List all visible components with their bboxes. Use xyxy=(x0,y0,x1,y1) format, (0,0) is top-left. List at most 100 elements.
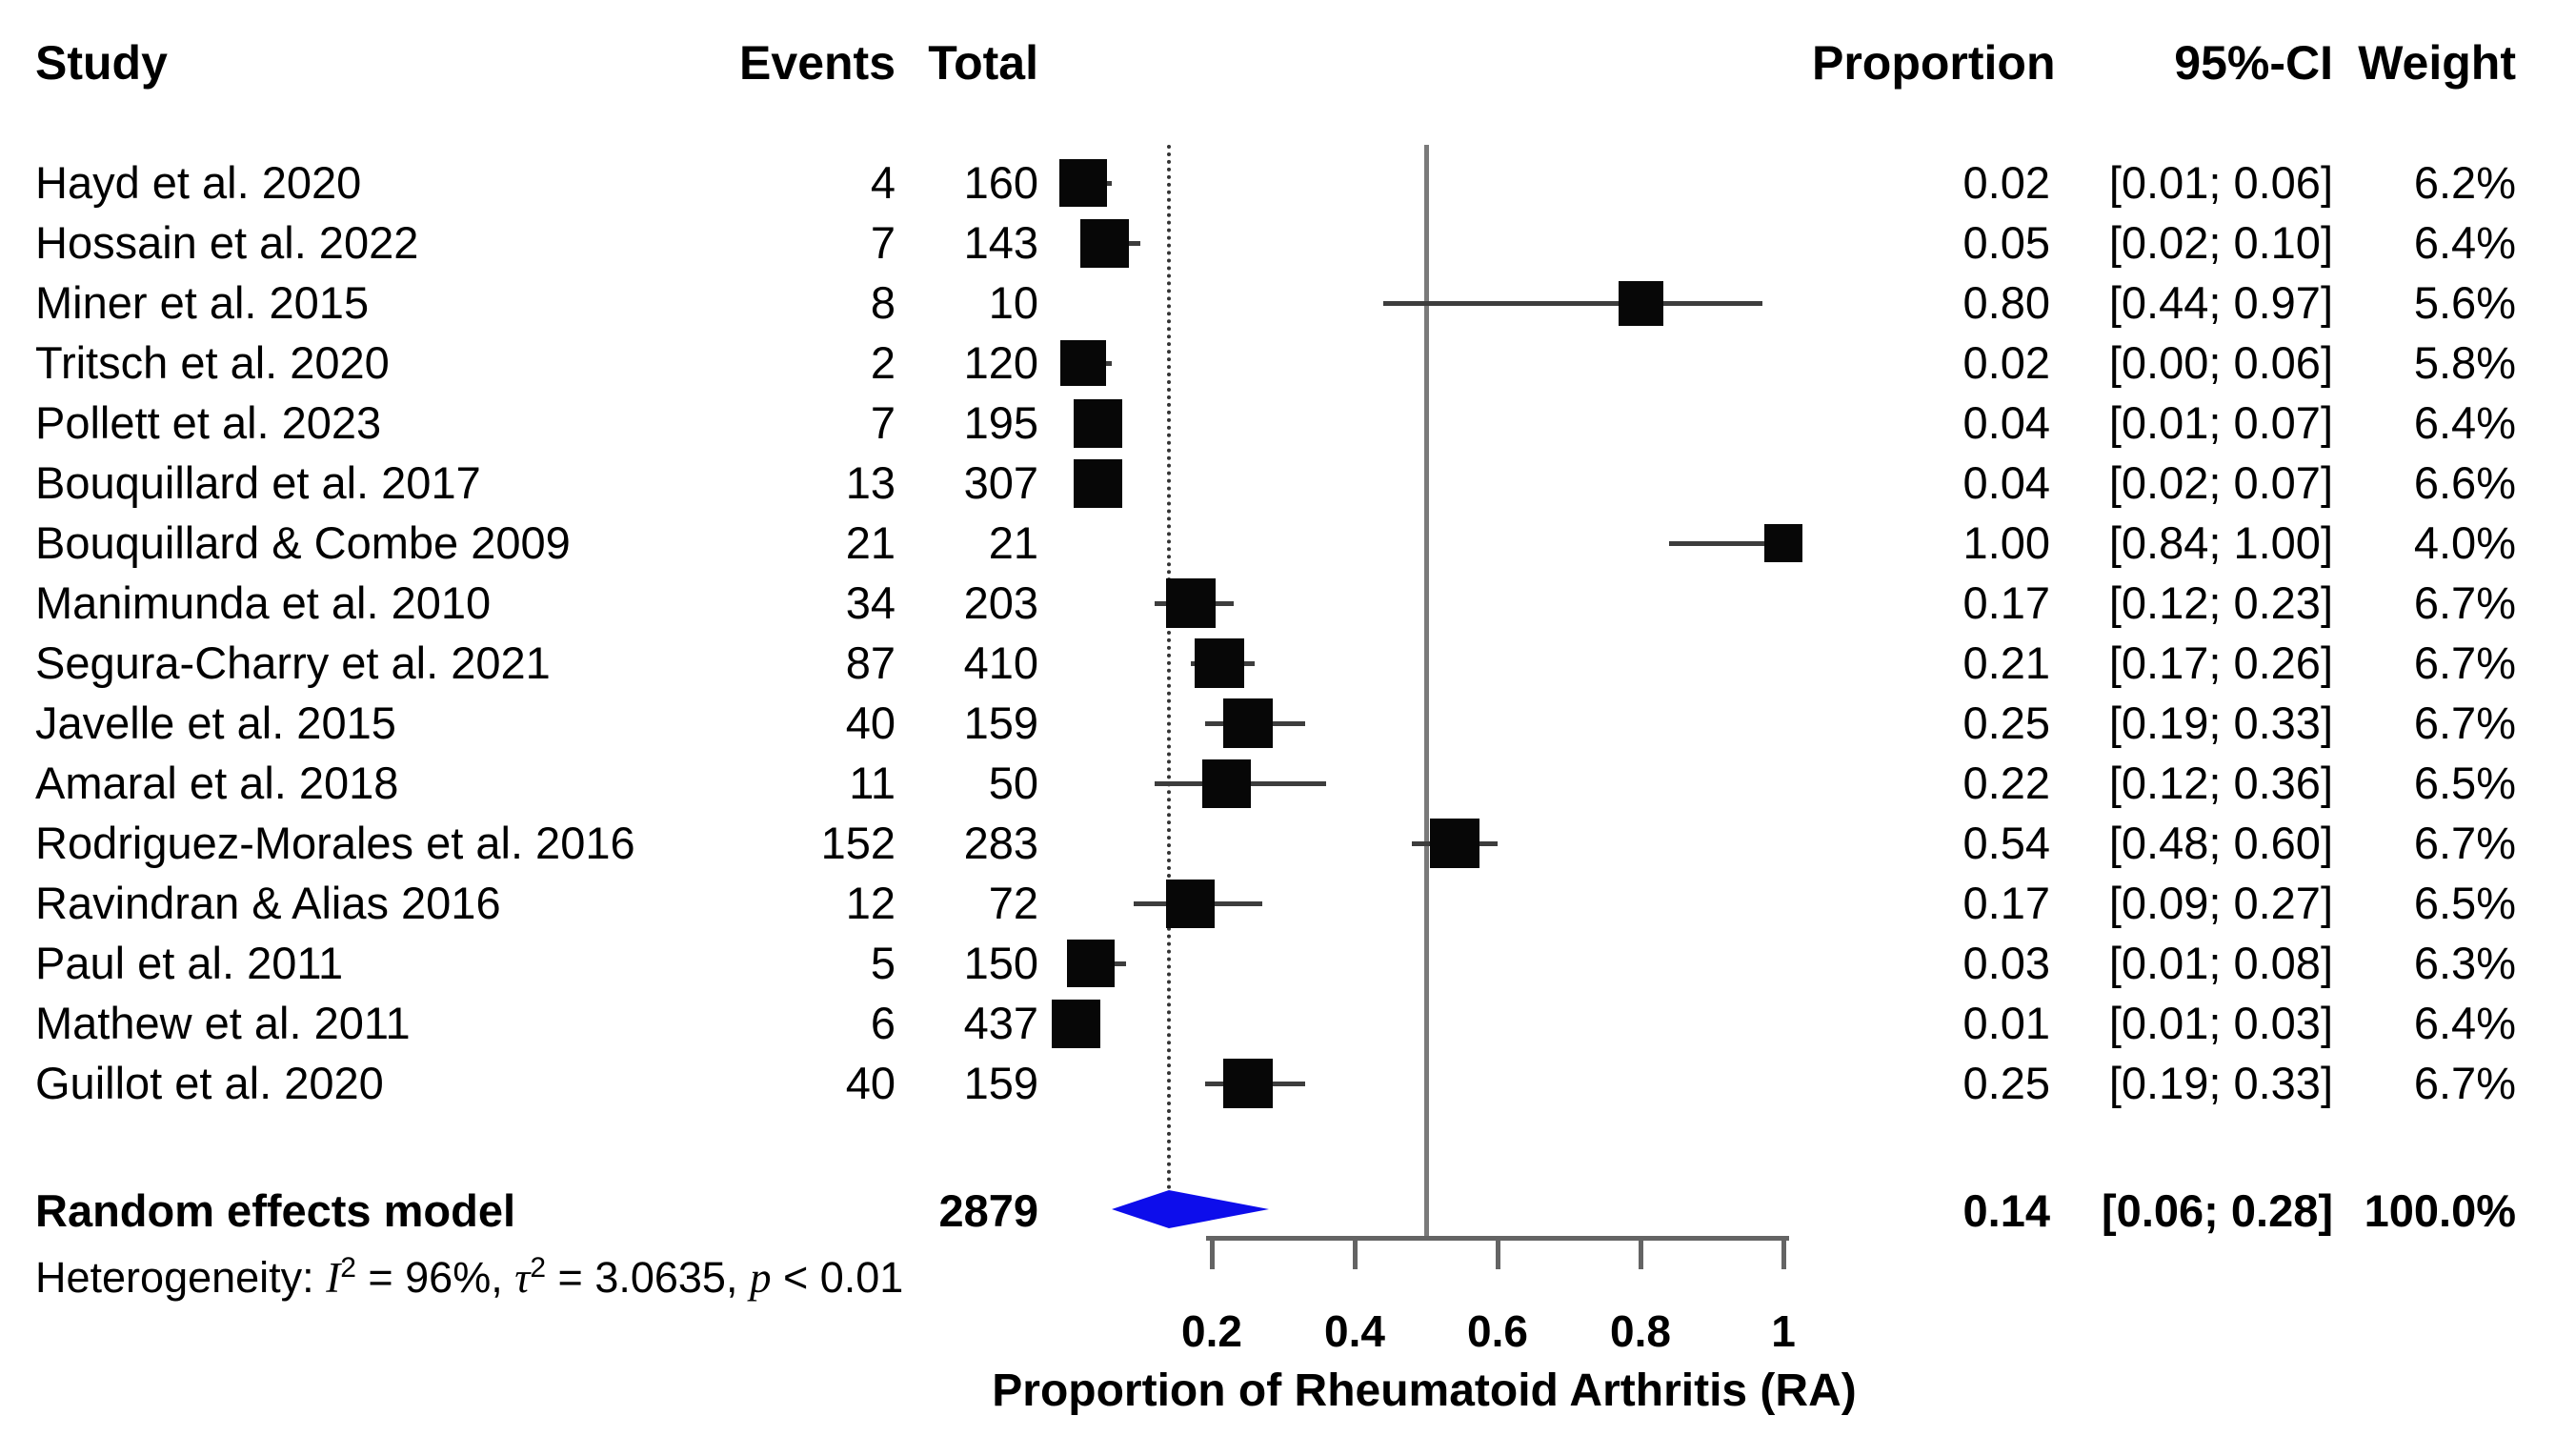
study-ci: [0.19; 0.33] xyxy=(2108,1058,2333,1108)
heterogeneity-segment: < 0.01 xyxy=(771,1253,904,1302)
study-weight: 6.4% xyxy=(2413,217,2516,268)
reference-line xyxy=(1424,145,1429,1241)
x-axis-tick-label: 0.4 xyxy=(1324,1306,1385,1356)
study-square xyxy=(1764,524,1802,562)
study-events: 40 xyxy=(845,1058,896,1108)
summary-weight: 100.0% xyxy=(2364,1185,2516,1236)
column-header-events: Events xyxy=(739,36,896,90)
x-axis-tick-label: 1 xyxy=(1771,1306,1796,1356)
study-square xyxy=(1059,159,1107,207)
study-proportion: 0.03 xyxy=(1962,938,2050,988)
study-name: Mathew et al. 2011 xyxy=(35,998,411,1048)
study-total: 160 xyxy=(963,157,1038,208)
x-axis-tick xyxy=(1496,1236,1500,1269)
study-total: 21 xyxy=(988,517,1038,568)
study-weight: 6.4% xyxy=(2413,397,2516,448)
column-header-ci: 95%-CI xyxy=(2174,36,2333,90)
study-square xyxy=(1066,940,1115,987)
study-proportion: 0.54 xyxy=(1962,818,2050,868)
study-ci: [0.48; 0.60] xyxy=(2108,818,2333,868)
study-weight: 6.7% xyxy=(2413,818,2516,868)
study-name: Bouquillard et al. 2017 xyxy=(35,457,481,508)
x-axis-tick xyxy=(1639,1236,1643,1269)
study-events: 8 xyxy=(870,277,896,328)
study-total: 437 xyxy=(963,998,1038,1048)
x-axis-tick xyxy=(1210,1236,1215,1269)
x-axis-tick xyxy=(1781,1236,1786,1269)
summary-label: Random effects model xyxy=(35,1185,516,1236)
study-ci: [0.00; 0.06] xyxy=(2108,337,2333,388)
study-ci: [0.01; 0.06] xyxy=(2108,157,2333,208)
column-header-proportion: Proportion xyxy=(1812,36,2056,90)
ci-line xyxy=(1383,301,1762,306)
study-proportion: 0.21 xyxy=(1962,637,2050,688)
study-square xyxy=(1618,280,1663,326)
study-weight: 6.7% xyxy=(2413,637,2516,688)
study-total: 10 xyxy=(988,277,1038,328)
study-events: 87 xyxy=(845,637,896,688)
study-weight: 6.7% xyxy=(2413,1058,2516,1108)
study-proportion: 0.22 xyxy=(1962,758,2050,808)
study-square xyxy=(1073,398,1122,448)
study-events: 7 xyxy=(870,217,896,268)
study-total: 410 xyxy=(963,637,1038,688)
study-square xyxy=(1222,1059,1273,1108)
study-total: 120 xyxy=(963,337,1038,388)
study-weight: 4.0% xyxy=(2413,517,2516,568)
study-ci: [0.01; 0.07] xyxy=(2108,397,2333,448)
study-weight: 6.2% xyxy=(2413,157,2516,208)
study-events: 5 xyxy=(870,938,896,988)
study-ci: [0.01; 0.08] xyxy=(2108,938,2333,988)
study-weight: 6.7% xyxy=(2413,577,2516,628)
study-ci: [0.02; 0.07] xyxy=(2108,457,2333,508)
study-total: 143 xyxy=(963,217,1038,268)
study-square xyxy=(1165,578,1216,628)
study-proportion: 0.25 xyxy=(1962,1058,2050,1108)
ci-line xyxy=(1669,541,1783,546)
study-ci: [0.02; 0.10] xyxy=(2108,217,2333,268)
study-proportion: 0.25 xyxy=(1962,698,2050,748)
study-total: 203 xyxy=(963,577,1038,628)
study-total: 159 xyxy=(963,698,1038,748)
study-square xyxy=(1222,698,1273,748)
study-events: 7 xyxy=(870,397,896,448)
heterogeneity-segment: = 96%, xyxy=(355,1253,515,1302)
study-square xyxy=(1201,758,1251,808)
study-proportion: 0.04 xyxy=(1962,397,2050,448)
study-proportion: 1.00 xyxy=(1962,517,2050,568)
study-name: Hossain et al. 2022 xyxy=(35,217,419,268)
study-proportion: 0.80 xyxy=(1962,277,2050,328)
study-weight: 6.6% xyxy=(2413,457,2516,508)
study-events: 12 xyxy=(845,878,896,928)
x-axis-tick xyxy=(1353,1236,1358,1269)
study-events: 11 xyxy=(849,758,896,808)
x-axis-tick-label: 0.8 xyxy=(1610,1306,1671,1356)
heterogeneity-segment: = 3.0635, xyxy=(546,1253,750,1302)
heterogeneity-segment: 2 xyxy=(530,1252,547,1284)
summary-ci: [0.06; 0.28] xyxy=(2102,1185,2333,1236)
study-name: Bouquillard & Combe 2009 xyxy=(35,517,571,568)
heterogeneity-note: Heterogeneity: I2 = 96%, τ2 = 3.0635, p … xyxy=(35,1244,903,1311)
study-name: Miner et al. 2015 xyxy=(35,277,370,328)
study-name: Guillot et al. 2020 xyxy=(35,1058,384,1108)
pooled-estimate-dotted-line xyxy=(1167,145,1171,1190)
study-proportion: 0.04 xyxy=(1962,457,2050,508)
study-name: Javelle et al. 2015 xyxy=(35,698,396,748)
study-weight: 5.6% xyxy=(2413,277,2516,328)
study-name: Ravindran & Alias 2016 xyxy=(35,878,501,928)
study-ci: [0.84; 1.00] xyxy=(2108,517,2333,568)
study-name: Manimunda et al. 2010 xyxy=(35,577,492,628)
study-square xyxy=(1194,638,1244,688)
heterogeneity-segment: Heterogeneity: xyxy=(35,1253,327,1302)
study-ci: [0.17; 0.26] xyxy=(2108,637,2333,688)
study-square xyxy=(1080,218,1129,268)
study-ci: [0.12; 0.23] xyxy=(2108,577,2333,628)
study-square xyxy=(1052,999,1100,1048)
study-events: 40 xyxy=(845,698,896,748)
study-weight: 6.5% xyxy=(2413,878,2516,928)
study-total: 150 xyxy=(963,938,1038,988)
study-total: 307 xyxy=(963,457,1038,508)
study-events: 34 xyxy=(845,577,896,628)
study-square xyxy=(1430,819,1479,868)
